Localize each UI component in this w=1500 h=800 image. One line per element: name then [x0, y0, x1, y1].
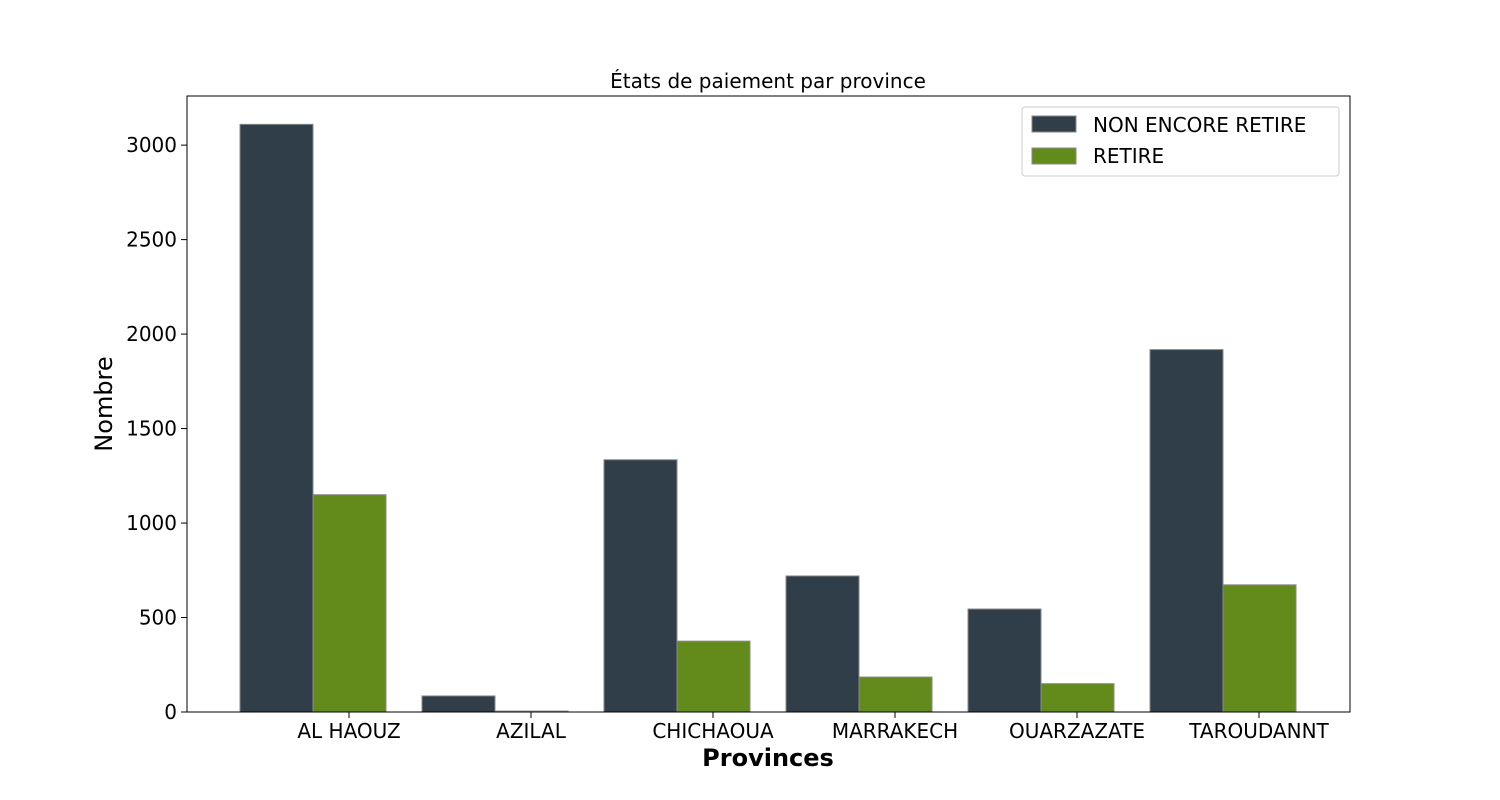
y-tick-label: 2500 [126, 228, 177, 252]
x-tick-label: CHICHAOUA [652, 719, 774, 743]
legend-frame [1021, 106, 1340, 177]
bar-retire-chichaoua [676, 640, 751, 713]
x-tick-label: AZILAL [496, 719, 567, 743]
y-tick-label: 2000 [126, 322, 177, 346]
y-tick-label: 0 [164, 700, 177, 724]
plot-frame [186, 95, 1351, 713]
bar-non-encore-retire-azilal [421, 695, 496, 713]
x-tick-label: MARRAKECH [832, 719, 958, 743]
bars-group [239, 123, 1297, 713]
bar-retire-taroudannt [1222, 584, 1297, 713]
chart-title: États de paiement par province [610, 69, 926, 93]
bar-non-encore-retire-ouarzazate [967, 608, 1042, 713]
x-tick-label: AL HAOUZ [297, 719, 400, 743]
y-axis: 0 500 1000 1500 2000 2500 3000 [126, 133, 187, 724]
y-tick-label: 3000 [126, 133, 177, 157]
x-tick-label: TAROUDANNT [1188, 719, 1329, 743]
legend-label-retire: RETIRE [1093, 144, 1164, 168]
y-tick-label: 1500 [126, 417, 177, 441]
bar-non-encore-retire-marrakech [785, 575, 860, 713]
y-tick-label: 1000 [126, 511, 177, 535]
legend-swatch-retire [1031, 147, 1077, 165]
x-axis-label: Provinces [702, 744, 834, 772]
bar-retire-marrakech [858, 676, 933, 713]
x-axis: AL HAOUZ AZILAL CHICHAOUA MARRAKECH OUARZAZA… [297, 712, 1330, 743]
bar-non-encore-retire-chichaoua [603, 459, 678, 713]
bar-non-encore-retire-taroudannt [1149, 349, 1224, 713]
legend-swatch-non-encore-retire [1031, 115, 1077, 133]
legend: NON ENCORE RETIRE RETIRE [1021, 106, 1340, 177]
bar-retire-al-haouz [312, 494, 387, 713]
y-axis-label: Nombre [90, 356, 118, 451]
legend-label-non-encore-retire: NON ENCORE RETIRE [1093, 113, 1306, 137]
x-tick-label: OUARZAZATE [1009, 719, 1145, 743]
bar-retire-ouarzazate [1040, 683, 1115, 713]
y-tick-label: 500 [139, 606, 177, 630]
bar-non-encore-retire-al-haouz [239, 123, 314, 713]
